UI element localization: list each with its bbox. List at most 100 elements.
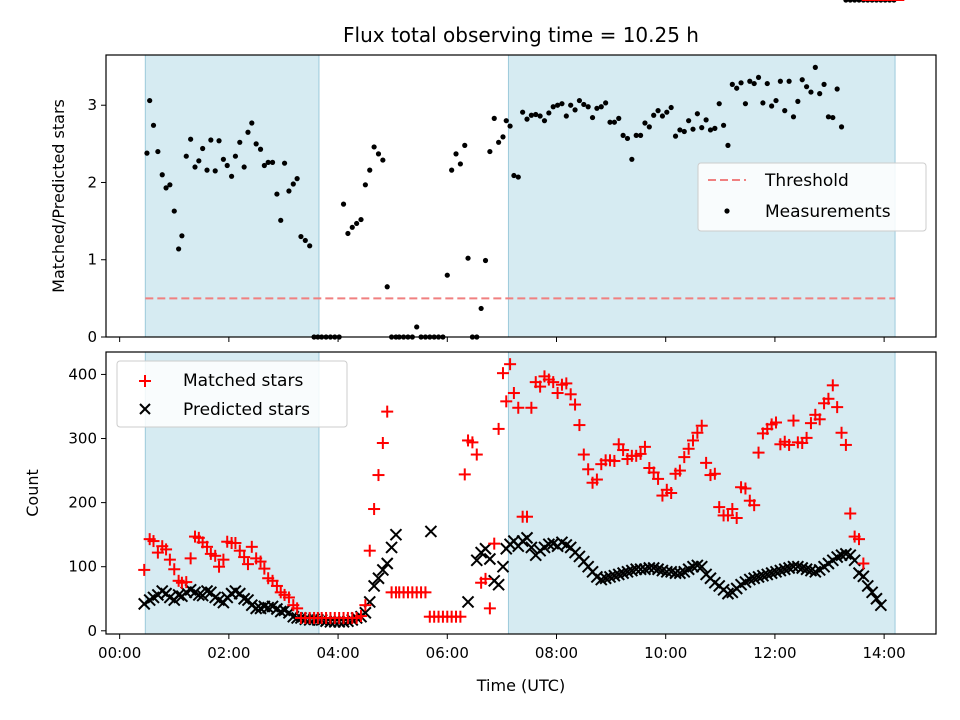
top-x-ticks: [119, 337, 885, 342]
predicted-star-marker: [865, 586, 879, 599]
measurement-point: [537, 113, 543, 119]
measurement-point: [302, 237, 308, 244]
measurement-point: [511, 172, 517, 179]
matched-star-marker: [752, 446, 765, 459]
matched-star-marker: [525, 401, 538, 414]
legend-matched-swatch: [139, 375, 151, 387]
predicted-star-marker: [861, 579, 874, 593]
matched-star-marker: [147, 535, 160, 548]
marker-stroke: [603, 570, 617, 584]
predicted-star-marker: [483, 552, 497, 566]
marker-stroke: [249, 602, 263, 615]
bottom-axes-frame: [105, 351, 937, 635]
predicted-star-marker: [608, 569, 621, 582]
marker-stroke: [479, 542, 492, 555]
matched-star-marker: [254, 555, 267, 568]
matched-star-marker: [695, 419, 708, 432]
matched-star-marker: [608, 454, 621, 467]
measurement-point: [457, 161, 463, 167]
predicted-star-marker: [603, 570, 617, 584]
matched-star-marker: [355, 610, 368, 623]
matched-star-marker: [163, 553, 176, 566]
matched-star-marker: [363, 544, 376, 557]
measurement-point: [720, 122, 727, 128]
matched-star-marker: [245, 540, 258, 553]
marker-stroke: [367, 579, 381, 593]
measurement-point: [449, 167, 455, 173]
predicted-star-marker: [800, 563, 813, 576]
measurement-point: [624, 135, 631, 142]
predicted-star-marker: [200, 584, 214, 598]
measurement-point: [782, 108, 788, 114]
matched-star-marker: [466, 436, 479, 449]
measurement-point: [307, 243, 313, 249]
marker-stroke: [608, 569, 621, 582]
measurement-point: [633, 132, 639, 138]
measurement-point: [503, 118, 509, 124]
marker-stroke: [634, 563, 647, 576]
measurement-point: [729, 81, 735, 87]
measurement-point: [144, 150, 150, 156]
marker-stroke: [625, 564, 639, 577]
top-panel: 0 1 2 3 Matched/Predicted stars Threshold M…: [49, 0, 937, 346]
measurement-point: [546, 110, 552, 116]
marker-stroke: [520, 531, 534, 545]
predicted-star-marker: [424, 525, 438, 538]
measurement-point: [786, 78, 792, 84]
measurement-point: [664, 109, 670, 115]
marker-stroke: [800, 563, 813, 576]
measurement-point: [278, 217, 284, 223]
measurement-point: [686, 118, 692, 124]
measurement-point: [847, 0, 853, 3]
measurement-point: [751, 80, 757, 87]
matched-star-marker: [547, 376, 560, 389]
marker-stroke: [870, 592, 883, 605]
legend-measurements-swatch: [724, 208, 730, 214]
matched-star-marker: [534, 380, 547, 393]
legend-measurements-label: Measurements: [765, 202, 891, 222]
marker-stroke: [721, 587, 735, 600]
marker-stroke: [761, 568, 774, 581]
marker-stroke: [372, 572, 385, 585]
measurement-point: [742, 101, 749, 107]
measurement-point: [183, 153, 189, 159]
measurement-point: [655, 108, 661, 114]
predicted-star-marker: [651, 563, 665, 576]
measurement-point: [834, 86, 840, 92]
measurement-point: [478, 305, 484, 312]
matched-star-marker: [168, 563, 181, 576]
measurement-point: [349, 224, 355, 230]
predicted-star-marker: [381, 557, 394, 570]
matched-star-marker: [665, 487, 678, 499]
measurement-point: [607, 119, 613, 125]
marker-stroke: [691, 559, 704, 572]
measurement-point: [224, 162, 230, 169]
measurement-point: [380, 157, 386, 163]
measurement-point: [764, 80, 770, 87]
y-tick-label: 3: [87, 96, 97, 114]
predicted-star-marker: [747, 572, 761, 585]
predicted-star-marker: [743, 573, 757, 586]
marker-stroke: [599, 572, 612, 585]
predicted-star-marker: [461, 595, 475, 609]
measurement-point: [249, 120, 255, 126]
measurement-point: [568, 102, 574, 108]
marker-stroke: [492, 578, 505, 591]
measurement-point: [777, 78, 783, 84]
predicted-star-marker: [870, 592, 883, 605]
marker-stroke: [461, 595, 475, 609]
marker-stroke: [765, 566, 778, 580]
matched-star-marker: [504, 358, 517, 371]
matched-star-marker: [229, 536, 242, 549]
matched-star-marker: [783, 438, 796, 451]
matched-star-marker: [492, 422, 505, 435]
y-tick-label: 200: [68, 494, 97, 512]
marker-stroke: [212, 593, 226, 607]
measurement-point: [821, 81, 827, 87]
marker-stroke: [200, 584, 214, 598]
matched-star-marker: [844, 507, 857, 520]
matched-star-marker: [569, 398, 582, 411]
measurement-point: [491, 115, 497, 121]
matched-star-marker: [647, 466, 660, 479]
